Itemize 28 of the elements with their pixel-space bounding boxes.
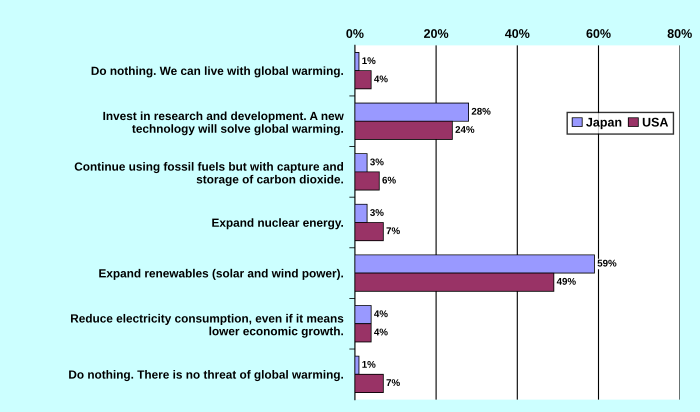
legend-label: Japan [586, 118, 622, 130]
data-label: 4% [374, 75, 388, 82]
y-tick-label: Reduce electricity consumption, even if it means lower economic growth. [71, 314, 344, 338]
x-tick-label: 80% [668, 29, 692, 38]
data-label: 59% [598, 260, 616, 267]
x-tick-label: 40% [504, 29, 530, 38]
data-label: 6% [382, 176, 396, 184]
data-label: 1% [362, 360, 376, 368]
data-label: 24% [455, 126, 474, 133]
x-tick-label: 20% [424, 29, 448, 38]
y-tick-label: Expand nuclear energy. [212, 218, 343, 230]
data-label: 7% [386, 227, 400, 234]
y-tick-label: Do nothing. There is no threat of global warming. [69, 370, 343, 382]
y-tick-label: Invest in research and development. A new technology will solve global warming. [103, 111, 344, 136]
y-tick-label: Expand renewables (solar and wind power). [99, 268, 343, 280]
data-label: 4% [374, 328, 388, 336]
data-label: 4% [374, 310, 388, 318]
data-label: 3% [370, 209, 384, 216]
legend-label: USA [642, 118, 668, 127]
x-tick-label: 0% [346, 29, 364, 38]
y-tick-label: Do nothing. We can live with global warming. [92, 66, 343, 78]
data-label: 28% [472, 108, 491, 115]
data-label: 1% [362, 57, 376, 64]
x-tick-label: 60% [586, 29, 611, 38]
data-label: 49% [556, 278, 576, 285]
y-tick-label: Continue using fossil fuels but with capture and storage of carbon dioxide. [74, 162, 344, 186]
data-label: 3% [370, 158, 384, 166]
data-label: 7% [386, 379, 400, 386]
